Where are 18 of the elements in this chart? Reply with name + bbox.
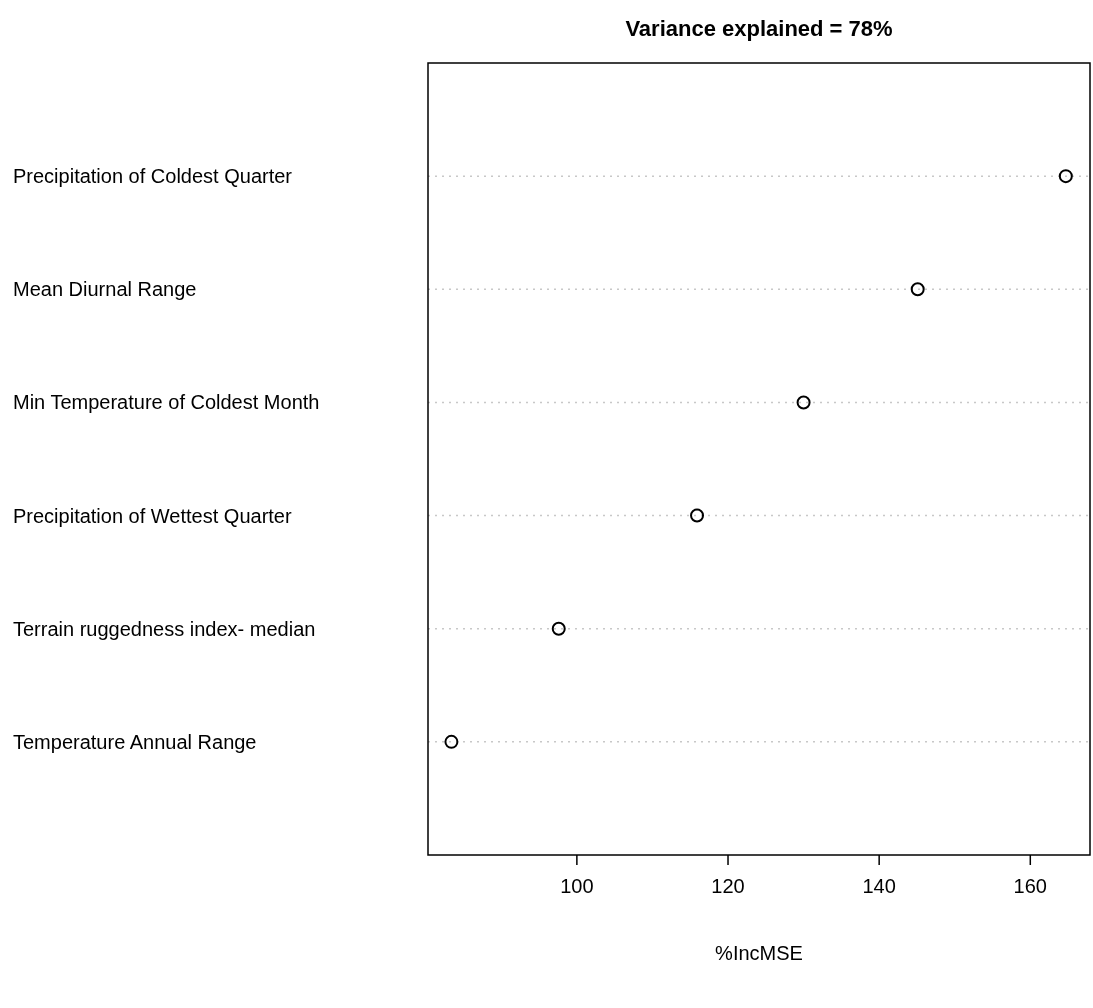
y-tick-label: Precipitation of Wettest Quarter — [13, 504, 292, 527]
y-tick-label: Mean Diurnal Range — [13, 278, 197, 301]
y-tick-label: Temperature Annual Range — [13, 730, 257, 753]
point — [444, 734, 459, 749]
x-tick-label: 160 — [1013, 875, 1047, 897]
chart-title: Variance explained = 78% — [625, 16, 893, 41]
y-tick-label: Precipitation of Coldest Quarter — [13, 165, 293, 188]
point — [910, 282, 925, 297]
point — [551, 621, 566, 636]
point — [796, 395, 811, 410]
y-tick-label: Min Temperature of Coldest Month — [13, 391, 320, 414]
y-tick-label: Terrain ruggedness index- median — [13, 617, 316, 640]
x-tick-label: 120 — [711, 875, 745, 897]
point — [1058, 169, 1073, 184]
x-tick-label: 100 — [560, 875, 594, 897]
x-tick-label: 140 — [862, 875, 896, 897]
point — [690, 508, 705, 523]
x-axis-title: %IncMSE — [715, 942, 803, 964]
